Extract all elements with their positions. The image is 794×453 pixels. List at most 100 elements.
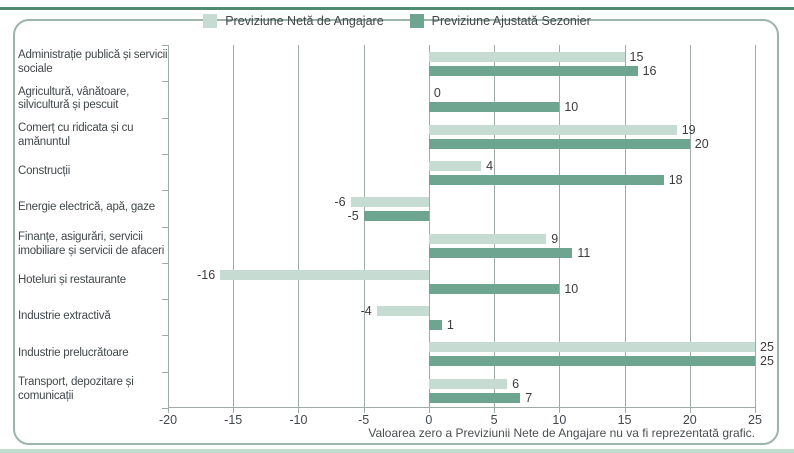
net-forecast-bar: [428, 233, 547, 244]
category-tick: [162, 335, 168, 337]
x-tick-label: 25: [748, 413, 762, 427]
net-forecast-swatch: [203, 14, 218, 28]
seasonal-forecast-bar: [428, 247, 573, 258]
x-axis-tick: [168, 408, 169, 413]
bar-value-label: 6: [512, 376, 520, 391]
seasonal-forecast-bar: [428, 66, 638, 76]
category-tick: [162, 117, 168, 119]
bar-value-label: 1: [446, 318, 454, 333]
seasonal-forecast-bar: [428, 320, 442, 331]
category-label: Agricultură, vânătoare, silvicultură și …: [18, 85, 130, 112]
x-axis-tick: [689, 408, 691, 413]
x-tick-label: 5: [490, 413, 498, 427]
net-forecast-bar: [376, 306, 429, 317]
category-tick: [162, 371, 168, 373]
x-axis-tick: [624, 408, 626, 413]
bar-value-label: 19: [681, 122, 696, 137]
gridline: [494, 45, 496, 408]
bar-value-label: 10: [564, 100, 579, 115]
bar-value-label: 25: [760, 354, 774, 369]
x-tick-label: 20: [682, 413, 697, 427]
category-label: Construcții: [18, 165, 71, 178]
top-accent-line: [0, 7, 794, 10]
x-axis-tick: [494, 408, 496, 413]
net-forecast-bar: [220, 269, 429, 280]
x-tick-label: -20: [158, 413, 178, 427]
net-forecast-bar: [428, 378, 508, 389]
bar-value-label: -4: [360, 304, 372, 319]
bottom-accent-line: [0, 449, 794, 453]
category-tick: [162, 45, 168, 46]
category-tick: [162, 408, 168, 409]
gridline: [559, 45, 561, 408]
gridline: [233, 45, 235, 408]
seasonal-forecast-bar: [428, 174, 664, 185]
gridline: [624, 45, 626, 408]
category-tick: [162, 153, 168, 155]
x-tick-label: -15: [224, 413, 243, 427]
category-label: Administrație publică și servicii social…: [18, 49, 168, 76]
gridline: [363, 45, 365, 408]
bar-value-label: 11: [577, 245, 591, 260]
x-axis-tick: [363, 408, 365, 413]
bar-value-label: 20: [694, 136, 709, 151]
category-label: Energie electrică, apă, gaze: [18, 201, 155, 214]
bar-value-label: 9: [551, 231, 559, 246]
seasonal-forecast-bar: [428, 356, 755, 367]
net-forecast-bar: [350, 197, 429, 208]
net-forecast-bar: [428, 342, 755, 353]
category-label: Industrie extractivă: [18, 310, 111, 323]
seasonal-forecast-swatch: [409, 14, 424, 28]
x-axis-tick: [298, 408, 300, 413]
category-tick: [162, 226, 168, 228]
legend-item-seasonal: Previziune Ajustată Sezonier: [409, 14, 591, 28]
category-label: Hoteluri și restaurante: [18, 274, 126, 287]
gridline: [428, 45, 430, 408]
x-axis-line: [168, 407, 755, 408]
legend-label-seasonal: Previziune Ajustată Sezonier: [431, 14, 591, 28]
bar-value-label: 4: [486, 158, 494, 173]
category-labels: Administrație publică și servicii social…: [0, 45, 168, 408]
seasonal-forecast-bar: [428, 392, 521, 403]
bar-value-label: 25: [760, 340, 774, 355]
gridline: [689, 45, 691, 408]
legend-item-net: Previziune Netă de Angajare: [203, 14, 384, 28]
legend-label-net: Previziune Netă de Angajare: [225, 14, 384, 28]
footnote: Valoarea zero a Previziunii Nete de Anga…: [368, 426, 755, 440]
seasonal-forecast-bar: [363, 211, 429, 222]
x-tick-label: 0: [425, 413, 433, 427]
category-tick: [162, 190, 168, 192]
chart-frame: [13, 19, 779, 445]
legend: Previziune Netă de Angajare Previziune A…: [0, 14, 794, 28]
bar-value-label: -6: [334, 195, 346, 210]
x-tick-label: 15: [617, 413, 632, 427]
seasonal-forecast-bar: [428, 138, 690, 149]
x-axis-tick: [755, 408, 756, 413]
gridline: [298, 45, 300, 408]
gridline: [755, 45, 756, 408]
x-axis-tick: [428, 408, 430, 413]
plot-area: 15 16 0 10 19 20 4 18 -6 -5 9 11 -16 10 -4 1 25 25 6 7: [162, 45, 774, 413]
category-label: Comerț cu ridicata și cu amănuntul: [18, 121, 134, 148]
seasonal-forecast-bar: [428, 102, 560, 113]
bar-value-label: 0: [433, 86, 441, 101]
net-forecast-bar: [428, 160, 482, 171]
x-tick-label: -5: [358, 413, 370, 427]
x-axis-tick-labels: -20 -15 -10 -5 0 5 10 15 20 25: [159, 413, 762, 429]
net-forecast-bar: [428, 124, 677, 135]
category-label: Finanțe, asigurări, servicii imobiliare …: [18, 230, 165, 257]
x-axis-tick: [559, 408, 561, 413]
bar-value-label: 15: [629, 50, 644, 64]
category-tick: [162, 262, 168, 264]
bar-value-label: 10: [564, 281, 579, 296]
net-forecast-bar: [428, 52, 625, 62]
x-axis-tick: [233, 408, 235, 413]
bar-value-label: 18: [668, 172, 683, 187]
bar-value-label: 7: [525, 390, 533, 405]
category-label: Industrie prelucrătoare: [18, 346, 129, 359]
gridline: [168, 45, 169, 408]
category-tick: [162, 299, 168, 301]
bar-value-label: -5: [347, 209, 359, 224]
category-tick: [162, 81, 168, 83]
